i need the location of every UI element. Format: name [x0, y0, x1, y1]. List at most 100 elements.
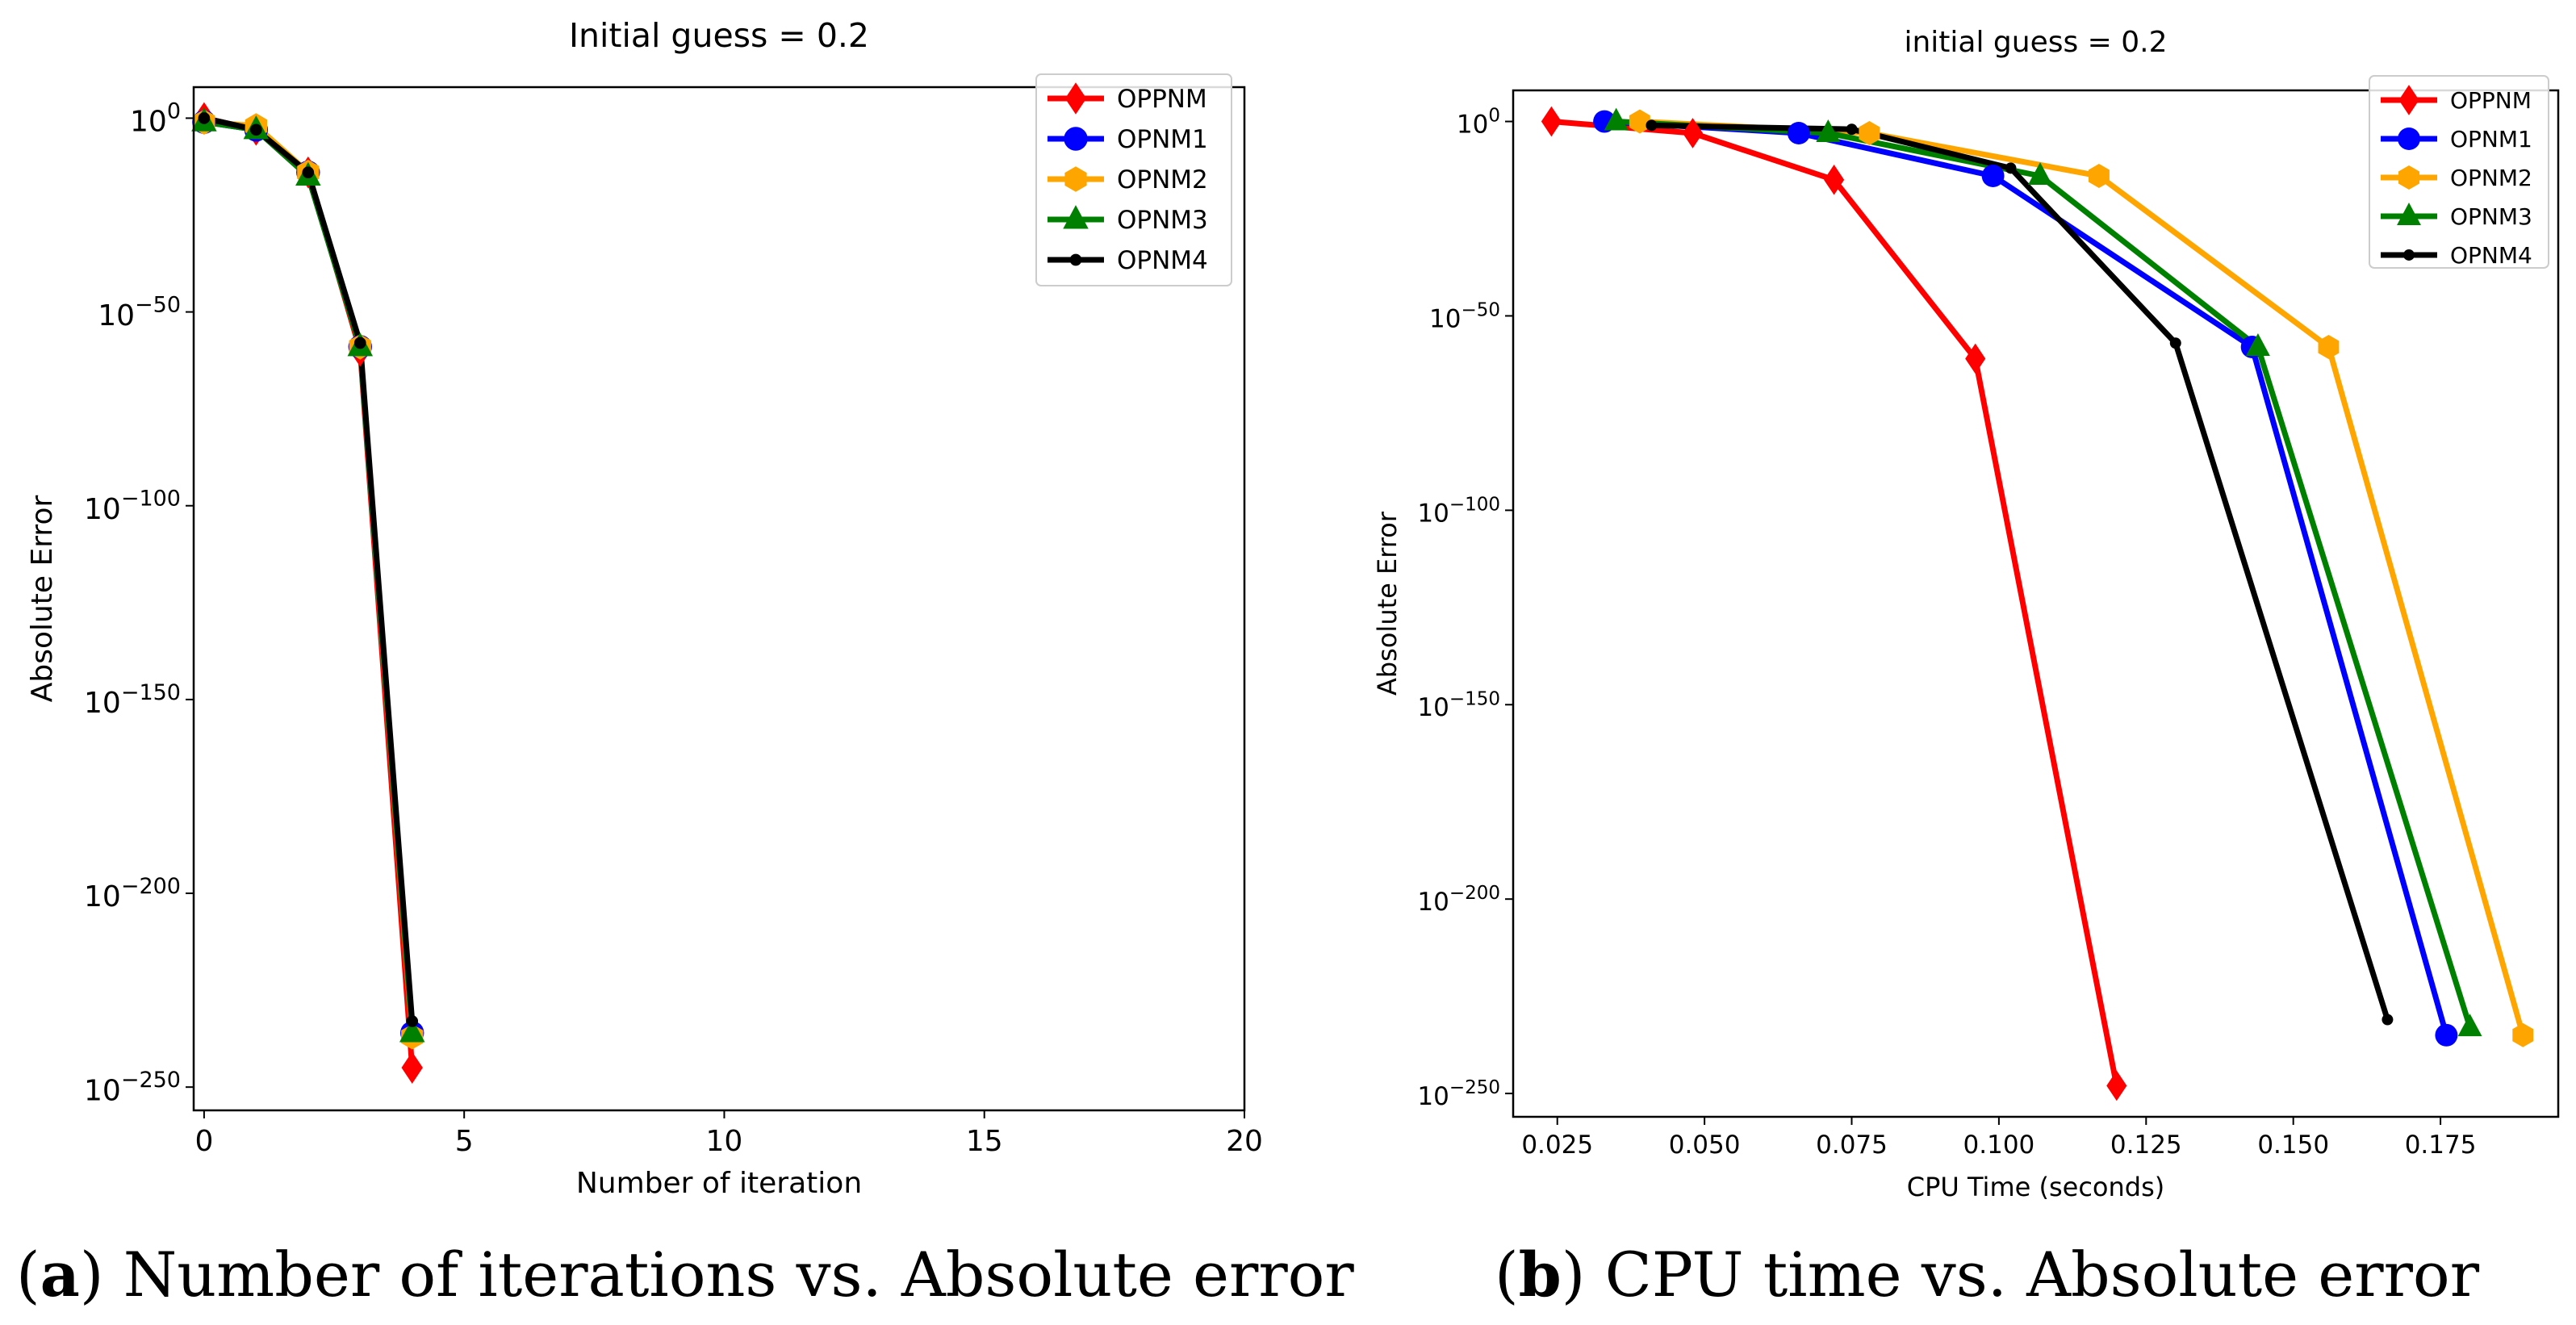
legend-marker: [2397, 203, 2421, 225]
legend-marker: [1064, 127, 1088, 151]
legend-item-opnm2: OPNM2: [2381, 165, 2532, 191]
legend-item-opnm3: OPNM3: [1048, 205, 1208, 235]
data-point-opnm1: [1981, 165, 2005, 187]
legend-marker: [2398, 85, 2419, 115]
data-point-oppnm: [2106, 1070, 2127, 1101]
legend-label: OPNM1: [2450, 126, 2532, 153]
legend-label: OPNM1: [1117, 125, 1208, 154]
legend-marker: [2398, 127, 2420, 150]
legend-label: OPPNM: [1117, 85, 1207, 114]
x-axis-label: CPU Time (seconds): [1907, 1172, 2164, 1202]
x-tick-label: 15: [966, 1125, 1003, 1158]
legend-marker: [1069, 253, 1082, 266]
legend-item-opnm2: OPNM2: [1048, 165, 1208, 194]
data-point-opnm4: [249, 123, 262, 136]
y-tick-label: 10−100: [1417, 494, 1500, 528]
y-tick-label: 10−50: [98, 293, 181, 332]
x-tick-label: 0.075: [1816, 1131, 1888, 1160]
legend-item-oppnm: OPPNM: [1048, 82, 1207, 115]
y-axis-label: Absolute Error: [1372, 511, 1403, 696]
series-lines: [203, 115, 416, 1068]
data-point-opnm2: [2318, 335, 2340, 359]
data-point-opnm4: [2169, 337, 2181, 349]
legend: OPPNM OPNM1 OPNM2 OPNM3 OPNM4: [2369, 75, 2549, 269]
y-tick-label: 10−150: [1417, 688, 1500, 722]
series-markers: [191, 102, 425, 1084]
x-tick-label: 0.100: [1963, 1131, 2035, 1160]
x-tick-label: 10: [706, 1125, 743, 1158]
data-point-opnm3: [1816, 119, 1841, 142]
x-tick-label: 20: [1226, 1125, 1263, 1158]
x-axis-ticks: 0.025 0.050 0.075 0.100 0.125 0.150 0.175: [1521, 1117, 2476, 1160]
legend-item-oppnm: OPPNM: [2381, 85, 2532, 115]
data-point-oppnm: [1682, 118, 1704, 148]
legend-label: OPNM4: [1117, 246, 1208, 275]
caption-a: (a) Number of iterations vs. Absolute er…: [16, 1239, 1354, 1310]
x-axis-ticks: 0 5 10 15 20: [194, 1110, 1263, 1158]
x-tick-label: 0.125: [2110, 1131, 2182, 1160]
legend-marker: [2398, 165, 2419, 190]
data-point-opnm1: [2435, 1023, 2458, 1047]
y-tick-label: 10−250: [84, 1068, 181, 1107]
data-point-opnm4: [1846, 123, 1858, 136]
legend-label: OPNM3: [2450, 203, 2532, 230]
data-point-opnm2: [1859, 121, 1880, 145]
x-tick-label: 0.175: [2405, 1131, 2477, 1160]
chart-title: initial guess = 0.2: [1904, 26, 2167, 59]
data-point-opnm4: [1646, 119, 1658, 132]
data-point-opnm4: [302, 166, 315, 179]
caption-a-letter: a: [40, 1239, 80, 1310]
y-tick-label: 10−200: [84, 874, 181, 913]
legend-marker: [2403, 249, 2415, 261]
y-axis-ticks: 100 10−50 10−100 10−150 10−200 10−250: [1417, 106, 1513, 1111]
caption-b-text: CPU time vs. Absolute error: [1605, 1239, 2480, 1310]
legend-box: [1035, 73, 1232, 286]
y-tick-label: 100: [1457, 106, 1500, 140]
data-point-opnm4: [2005, 162, 2017, 174]
x-tick-label: 0.050: [1669, 1131, 1741, 1160]
series-line-opnm1: [1604, 119, 2449, 1036]
data-point-opnm3: [2245, 333, 2270, 356]
x-axis-label: Number of iteration: [576, 1167, 862, 1200]
legend-label: OPNM4: [2450, 242, 2532, 269]
legend-item-opnm4: OPNM4: [1048, 246, 1208, 275]
data-point-opnm3: [2457, 1014, 2482, 1037]
data-point-opnm4: [2382, 1014, 2394, 1026]
legend-item-opnm1: OPNM1: [2381, 126, 2532, 153]
x-tick-label: 5: [455, 1125, 474, 1158]
data-point-opnm2: [2089, 164, 2110, 188]
x-tick-label: 0: [194, 1125, 213, 1158]
legend: OPPNM OPNM1 OPNM2 OPNM3 OPNM4: [1035, 73, 1232, 286]
data-point-opnm3: [1604, 107, 1629, 131]
y-axis-ticks: 100 10−50 10−100 10−150 10−200 10−250: [84, 98, 194, 1107]
legend-label: OPNM2: [1117, 165, 1208, 194]
y-tick-label: 10−150: [84, 680, 181, 720]
data-point-oppnm: [1541, 106, 1562, 137]
y-tick-label: 10−50: [1429, 299, 1500, 333]
data-point-oppnm: [1965, 343, 1986, 374]
series-markers: [1541, 106, 2534, 1101]
caption-b: (b) CPU time vs. Absolute error: [1495, 1239, 2480, 1310]
legend-label: OPNM2: [2450, 165, 2532, 191]
data-point-opnm3: [2028, 162, 2052, 185]
plot-frame: [192, 86, 1246, 1112]
legend-marker: [1064, 166, 1087, 192]
legend-marker: [1063, 205, 1089, 229]
data-point-opnm2: [1629, 109, 1650, 134]
data-point-opnm4: [353, 336, 366, 349]
data-point-opnm1: [1787, 122, 1810, 144]
chart-iterations-panel: 0 5 10 15 20 10 0 10−50 10−100 10−150 10−200 10−25…: [26, 16, 1263, 1200]
data-point-oppnm: [1824, 164, 1845, 195]
x-tick-label: 0.150: [2257, 1131, 2329, 1160]
caption-a-text: Number of iterations vs. Absolute error: [123, 1239, 1355, 1310]
chart-cpu-time-panel: 0.025 0.050 0.075 0.100 0.125 0.150 0.175 1001…: [1372, 26, 2560, 1202]
caption-b-letter: b: [1519, 1239, 1562, 1310]
legend-label: OPNM3: [1117, 206, 1208, 235]
legend-item-opnm4: OPNM4: [2381, 242, 2532, 269]
y-tick-label: 10−200: [1417, 883, 1500, 917]
y-tick-label: 10−250: [1417, 1077, 1500, 1111]
x-tick-label: 0.025: [1521, 1131, 1593, 1160]
y-tick-label: 10−100: [84, 487, 181, 526]
series-line-oppnm: [1551, 119, 2120, 1087]
